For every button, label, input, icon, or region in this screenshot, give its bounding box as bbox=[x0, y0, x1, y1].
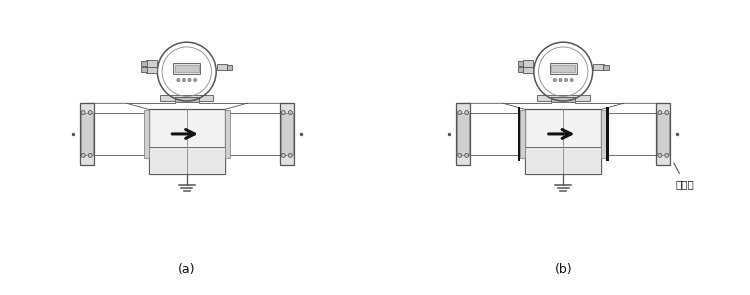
Circle shape bbox=[465, 111, 469, 114]
Bar bbox=[160, 95, 214, 101]
Bar bbox=[175, 97, 199, 101]
Circle shape bbox=[288, 153, 292, 157]
Bar bbox=[149, 109, 224, 174]
Bar bbox=[81, 113, 92, 155]
Bar bbox=[456, 103, 470, 165]
Bar bbox=[518, 68, 524, 73]
Bar bbox=[601, 110, 606, 158]
Bar bbox=[526, 147, 601, 174]
Circle shape bbox=[664, 153, 669, 157]
Bar bbox=[656, 103, 670, 165]
Bar bbox=[550, 63, 577, 74]
Bar bbox=[146, 60, 157, 67]
Circle shape bbox=[458, 153, 462, 157]
Bar bbox=[80, 103, 94, 165]
Circle shape bbox=[458, 111, 462, 114]
Bar bbox=[144, 110, 149, 158]
Bar bbox=[141, 61, 147, 66]
Polygon shape bbox=[554, 98, 572, 101]
Bar bbox=[520, 110, 526, 158]
Circle shape bbox=[88, 153, 92, 157]
Circle shape bbox=[658, 111, 662, 114]
Bar bbox=[175, 65, 199, 73]
Circle shape bbox=[570, 78, 573, 81]
Circle shape bbox=[81, 111, 86, 114]
Bar bbox=[224, 110, 230, 158]
Bar bbox=[603, 65, 609, 70]
Bar bbox=[518, 107, 520, 161]
Bar bbox=[536, 95, 590, 101]
Bar bbox=[606, 107, 609, 161]
Circle shape bbox=[182, 78, 185, 81]
Text: (a): (a) bbox=[178, 263, 196, 276]
Bar bbox=[658, 113, 669, 155]
Bar bbox=[146, 67, 157, 73]
Circle shape bbox=[281, 111, 285, 114]
Circle shape bbox=[288, 111, 292, 114]
Circle shape bbox=[177, 78, 180, 81]
Bar bbox=[551, 97, 575, 101]
Circle shape bbox=[194, 78, 196, 81]
Bar bbox=[523, 60, 533, 67]
Circle shape bbox=[281, 153, 285, 157]
Circle shape bbox=[465, 153, 469, 157]
Bar bbox=[551, 65, 575, 73]
Bar bbox=[281, 113, 292, 155]
Circle shape bbox=[658, 153, 662, 157]
Bar bbox=[593, 64, 604, 70]
Text: 接地环: 接地环 bbox=[674, 163, 694, 189]
Circle shape bbox=[565, 78, 568, 81]
Bar bbox=[141, 68, 147, 73]
Bar bbox=[173, 63, 200, 74]
Bar bbox=[458, 113, 469, 155]
Text: (b): (b) bbox=[554, 263, 572, 276]
Circle shape bbox=[88, 111, 92, 114]
Bar bbox=[149, 147, 224, 174]
Polygon shape bbox=[178, 98, 196, 101]
Bar bbox=[518, 61, 524, 66]
Bar bbox=[226, 65, 232, 70]
Circle shape bbox=[188, 78, 191, 81]
Circle shape bbox=[664, 111, 669, 114]
Circle shape bbox=[81, 153, 86, 157]
Bar bbox=[217, 64, 227, 70]
Bar bbox=[526, 109, 601, 174]
Circle shape bbox=[554, 78, 556, 81]
Bar bbox=[523, 67, 533, 73]
Bar bbox=[280, 103, 294, 165]
Circle shape bbox=[559, 78, 562, 81]
